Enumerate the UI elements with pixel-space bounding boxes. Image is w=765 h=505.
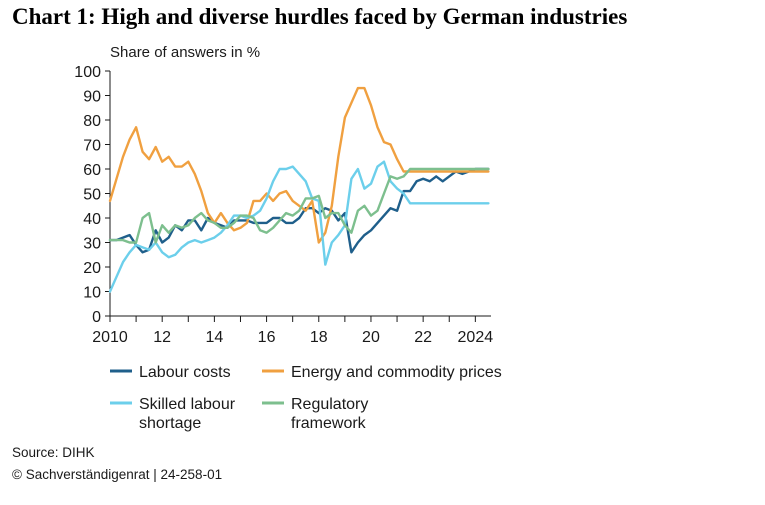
y-tick-label: 80: [83, 113, 101, 130]
x-tick-label: 2010: [92, 329, 128, 346]
x-tick-label: 2024: [458, 329, 494, 346]
legend: Labour costs Energy and commodity prices S…: [110, 364, 502, 432]
y-tick-label: 20: [83, 260, 101, 277]
y-tick-label: 50: [83, 187, 101, 204]
axes: 0 10 20 30 40 50 60 70 80 90 100 2010 12 14 16 18 20 22 20…: [74, 64, 493, 346]
y-axis-label: Share of answers in %: [110, 44, 260, 61]
x-tick-label: 14: [205, 329, 223, 346]
y-tick-label: 70: [83, 138, 101, 155]
x-tick-label: 16: [258, 329, 276, 346]
y-tick-label: 90: [83, 89, 101, 106]
series-lines: [108, 86, 490, 293]
chart-title: Chart 1: High and diverse hurdles faced …: [12, 4, 628, 29]
y-tick-label: 100: [74, 64, 101, 81]
legend-item: Labour costs: [110, 364, 231, 381]
x-tick-label: 20: [362, 329, 380, 346]
legend-item: Skilled labour shortage: [110, 396, 236, 432]
y-tick-label: 30: [83, 236, 101, 253]
legend-label: Regulatory: [291, 396, 368, 413]
legend-item: Regulatory framework: [262, 396, 368, 432]
copyright-note: © Sachverständigenrat | 24-258-01: [12, 467, 223, 482]
source-note: Source: DIHK: [12, 445, 95, 460]
y-tick-label: 40: [83, 211, 101, 228]
legend-label: Labour costs: [139, 364, 231, 381]
series-line-energy-and-commodity-prices: [108, 86, 490, 244]
x-tick-label: 22: [414, 329, 432, 346]
legend-label: shortage: [139, 415, 201, 432]
series-line-skilled-labour-shortage: [108, 160, 490, 293]
y-tick-label: 60: [83, 162, 101, 179]
legend-label: Energy and commodity prices: [291, 364, 502, 381]
x-tick-label: 12: [153, 329, 171, 346]
x-tick-label: 18: [310, 329, 328, 346]
y-tick-label: 0: [92, 309, 101, 326]
y-tick-label: 10: [83, 285, 101, 302]
series-line-regulatory-framework: [108, 167, 490, 244]
legend-item: Energy and commodity prices: [262, 364, 502, 381]
legend-label: framework: [291, 415, 367, 432]
legend-label: Skilled labour: [139, 396, 236, 413]
